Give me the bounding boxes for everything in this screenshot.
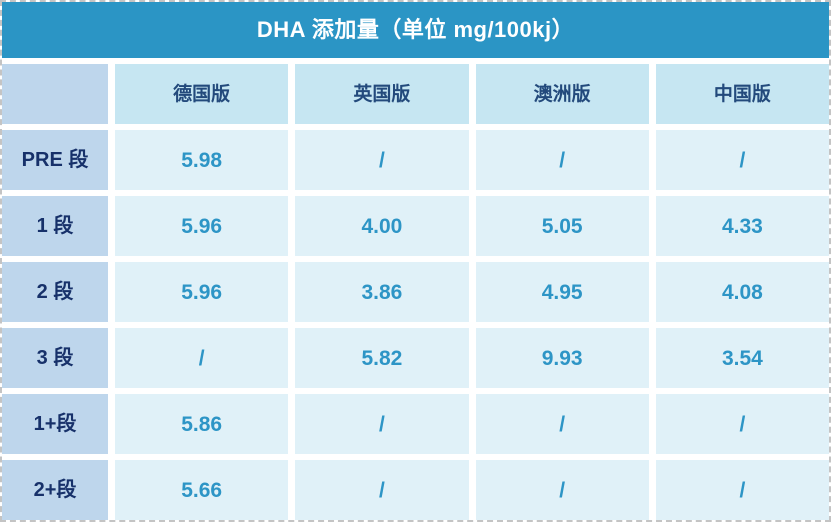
table-cell: 3.86: [295, 262, 469, 322]
row-header-stage2plus: 2+段: [2, 460, 108, 520]
table-cell: 5.96: [115, 262, 289, 322]
table-cell: /: [295, 460, 469, 520]
table-cell: 5.82: [295, 328, 469, 388]
table-cell: 9.93: [475, 328, 649, 388]
row-header-stage1plus: 1+段: [2, 394, 108, 454]
column-header-china: 中国版: [655, 64, 829, 124]
table-cell: /: [295, 394, 469, 454]
table-cell: 4.33: [655, 196, 829, 256]
table-cell: /: [655, 460, 829, 520]
table-cell: 5.66: [115, 460, 289, 520]
table-cell: /: [475, 460, 649, 520]
row-header-stage1: 1 段: [2, 196, 108, 256]
row-header-stage3: 3 段: [2, 328, 108, 388]
table-cell: 5.98: [115, 130, 289, 190]
column-header-australia: 澳洲版: [475, 64, 649, 124]
table-cell: 5.05: [475, 196, 649, 256]
table-cell: 3.54: [655, 328, 829, 388]
corner-cell: [2, 64, 108, 124]
row-header-stage2: 2 段: [2, 262, 108, 322]
table-cell: /: [475, 394, 649, 454]
table-cell: 5.96: [115, 196, 289, 256]
table-cell: 5.86: [115, 394, 289, 454]
table-cell: 4.00: [295, 196, 469, 256]
table-cell: /: [115, 328, 289, 388]
table-cell: 4.08: [655, 262, 829, 322]
table-title: DHA 添加量（单位 mg/100kj）: [2, 2, 829, 58]
table-cell: /: [295, 130, 469, 190]
column-header-germany: 德国版: [115, 64, 289, 124]
table-cell: 4.95: [475, 262, 649, 322]
column-header-uk: 英国版: [295, 64, 469, 124]
row-header-pre: PRE 段: [2, 130, 108, 190]
table-cell: /: [655, 130, 829, 190]
table-cell: /: [475, 130, 649, 190]
table-cell: /: [655, 394, 829, 454]
